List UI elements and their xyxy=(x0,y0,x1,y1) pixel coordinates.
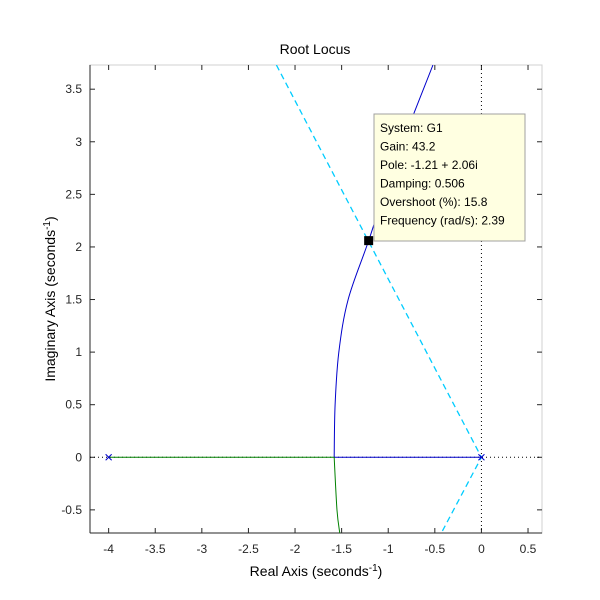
y-tick-label: 3.5 xyxy=(65,82,82,96)
x-tick-label: 0.5 xyxy=(520,542,537,556)
datatip-line: Overshoot (%): 15.8 xyxy=(380,195,488,209)
y-tick-label: 3 xyxy=(75,135,82,149)
y-tick-label: 0 xyxy=(75,450,82,464)
datatip-line: Damping: 0.506 xyxy=(380,177,465,191)
datatip-line: Gain: 43.2 xyxy=(380,140,436,154)
x-tick-label: -2 xyxy=(290,542,301,556)
datatip-line: Pole: -1.21 + 2.06i xyxy=(380,158,478,172)
y-tick-label: 0.5 xyxy=(65,398,82,412)
y-tick-label: 1.5 xyxy=(65,293,82,307)
y-tick-label: 2 xyxy=(75,240,82,254)
x-tick-label: -3 xyxy=(196,542,207,556)
x-tick-label: -1.5 xyxy=(331,542,352,556)
pole-marker[interactable] xyxy=(478,453,485,461)
pole-marker-stroke xyxy=(105,453,112,461)
x-tick-label: -0.5 xyxy=(424,542,445,556)
y-tick-label: 1 xyxy=(75,345,82,359)
datatip-line: System: G1 xyxy=(380,121,443,135)
x-tick-label: 0 xyxy=(478,542,485,556)
x-tick-label: -2.5 xyxy=(238,542,259,556)
datatip-line: Frequency (rad/s): 2.39 xyxy=(380,214,505,228)
datatip-marker[interactable] xyxy=(364,236,374,246)
y-tick-label: 2.5 xyxy=(65,187,82,201)
chart-title: Root Locus xyxy=(280,41,351,57)
x-tick-label: -3.5 xyxy=(145,542,166,556)
x-axis-title: Real Axis (seconds-1) xyxy=(250,563,383,580)
y-tick-label: -0.5 xyxy=(61,503,82,517)
datatip-box[interactable] xyxy=(373,113,526,242)
locus-branch-4[interactable] xyxy=(333,457,341,533)
x-tick-label: -4 xyxy=(103,542,114,556)
pole-marker[interactable] xyxy=(105,453,112,461)
y-axis-title: Imaginary Axis (seconds-1) xyxy=(42,216,59,381)
x-tick-label: -1 xyxy=(383,542,394,556)
pole-marker-stroke xyxy=(478,453,485,461)
